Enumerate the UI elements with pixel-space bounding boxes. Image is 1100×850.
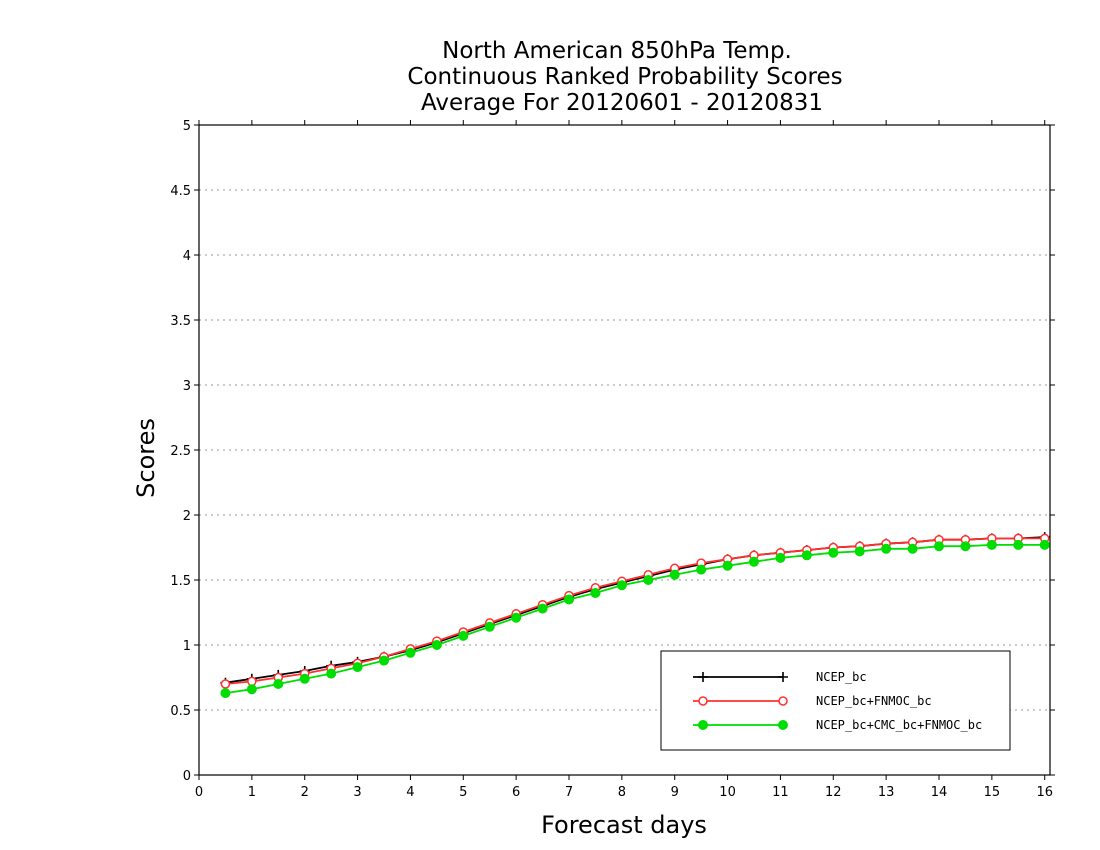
legend-label-2: NCEP_bc+CMC_bc+FNMOC_bc — [816, 718, 982, 732]
y-axis-title: Scores — [132, 418, 160, 498]
legend-marker-start-0 — [698, 672, 708, 682]
x-tick-label-14: 14 — [931, 785, 948, 800]
data-point-2-28 — [960, 541, 971, 552]
x-tick-label-10: 10 — [719, 785, 736, 800]
chart-title: North American 850hPa Temp. Continuous R… — [407, 38, 842, 116]
data-point-2-29 — [986, 539, 997, 550]
data-point-2-4 — [326, 668, 337, 679]
legend-marker-end-1 — [778, 696, 788, 706]
chart-title-line-3: Average For 20120601 - 20120831 — [421, 90, 823, 116]
data-point-2-20 — [749, 556, 759, 567]
y-tick-label-3: 1.5 — [170, 574, 191, 589]
data-point-2-21 — [775, 552, 786, 563]
data-point-2-26 — [907, 543, 918, 554]
x-tick-label-12: 12 — [825, 785, 842, 800]
data-point-2-2 — [273, 679, 284, 689]
y-tick-label-5: 2.5 — [170, 444, 191, 459]
x-axis-title: Forecast days — [541, 811, 707, 839]
x-tick-label-8: 8 — [618, 785, 626, 800]
data-point-2-24 — [854, 546, 865, 557]
x-tick-label-3: 3 — [353, 785, 361, 800]
data-point-2-9 — [458, 630, 469, 641]
tick-marks — [194, 120, 1055, 780]
data-point-2-1 — [246, 684, 257, 695]
legend-marker-start-1 — [698, 696, 708, 706]
data-point-1-0 — [220, 679, 231, 689]
y-tick-label-10: 5 — [183, 119, 191, 134]
legend: NCEP_bc NCEP_bc+FNMOC_bc NCEP_bc+CMC_bc+FN… — [660, 650, 1011, 751]
x-tick-label-5: 5 — [459, 785, 467, 800]
x-tick-label-15: 15 — [984, 785, 1001, 800]
data-point-2-19 — [722, 560, 733, 571]
chart-title-line-2: Continuous Ranked Probability Scores — [407, 64, 842, 90]
series-2 — [220, 539, 1050, 699]
data-point-2-13 — [564, 594, 574, 605]
y-tick-label-8: 4 — [183, 249, 191, 264]
x-tick-label-0: 0 — [195, 785, 203, 800]
y-tick-label-6: 3 — [183, 379, 191, 394]
legend-label-1: NCEP_bc+FNMOC_bc — [816, 694, 932, 708]
data-point-2-16 — [643, 575, 654, 585]
data-point-2-5 — [352, 662, 363, 673]
data-point-2-3 — [299, 673, 310, 684]
data-point-2-15 — [616, 580, 627, 591]
y-tick-label-4: 2 — [183, 509, 191, 524]
data-point-2-22 — [801, 550, 812, 561]
data-point-2-25 — [881, 543, 892, 554]
data-point-2-6 — [379, 655, 389, 666]
x-tick-label-6: 6 — [512, 785, 520, 800]
legend-label-0: NCEP_bc — [816, 670, 867, 684]
legend-item-1: NCEP_bc+FNMOC_bc — [693, 694, 932, 708]
series-lines — [220, 532, 1050, 699]
data-point-2-0 — [220, 688, 231, 699]
legend-marker-start-2 — [698, 720, 708, 730]
y-tick-label-7: 3.5 — [170, 314, 191, 329]
data-point-2-30 — [1013, 539, 1024, 550]
data-point-2-14 — [590, 588, 601, 598]
x-tick-label-13: 13 — [878, 785, 895, 800]
x-tick-label-7: 7 — [565, 785, 573, 800]
x-tick-label-16: 16 — [1036, 785, 1053, 800]
x-tick-label-1: 1 — [248, 785, 256, 800]
legend-marker-end-0 — [778, 672, 788, 682]
legend-marker-end-2 — [778, 720, 788, 730]
data-point-2-10 — [484, 621, 495, 632]
y-tick-label-0: 0 — [183, 769, 191, 784]
data-point-2-27 — [934, 541, 944, 552]
x-tick-label-2: 2 — [301, 785, 309, 800]
data-point-2-11 — [511, 612, 522, 623]
data-point-2-8 — [431, 640, 442, 650]
y-tick-label-1: 0.5 — [170, 704, 191, 719]
data-point-2-23 — [828, 547, 839, 558]
x-tick-label-9: 9 — [671, 785, 679, 800]
legend-item-0: NCEP_bc — [693, 670, 867, 684]
gridlines — [199, 189, 1050, 711]
y-tick-label-2: 1 — [183, 639, 191, 654]
data-point-2-31 — [1039, 539, 1050, 550]
data-point-2-18 — [696, 564, 707, 575]
tick-labels: 00.511.522.533.544.550 1 2 3 4 5 6 7 8 9 10 11 12 13 1… — [170, 119, 1053, 800]
data-point-2-7 — [405, 647, 416, 658]
data-point-2-17 — [669, 569, 680, 580]
data-point-2-12 — [537, 603, 548, 614]
y-tick-label-9: 4.5 — [170, 184, 191, 199]
x-tick-label-4: 4 — [406, 785, 414, 800]
legend-item-2: NCEP_bc+CMC_bc+FNMOC_bc — [693, 718, 982, 732]
x-tick-label-11: 11 — [772, 785, 789, 800]
chart-title-line-1: North American 850hPa Temp. — [442, 38, 792, 64]
